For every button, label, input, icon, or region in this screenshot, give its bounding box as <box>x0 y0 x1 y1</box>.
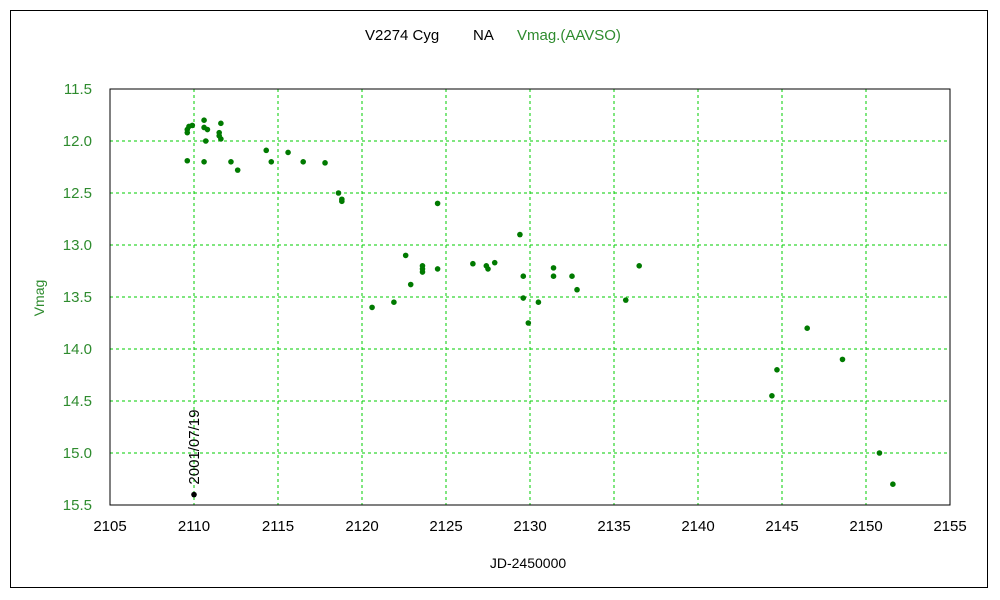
date-annotation: 2001/07/19 <box>186 410 203 485</box>
vmag-point <box>402 252 409 259</box>
vmag-point <box>569 273 575 280</box>
x-tick-label: 2130 <box>513 518 546 535</box>
vmag-point <box>774 367 780 373</box>
vmag-point <box>263 147 270 154</box>
vmag-point <box>622 297 629 303</box>
x-tick-label: 2150 <box>849 518 882 535</box>
marker-point <box>191 491 197 498</box>
vmag-point <box>574 286 580 293</box>
x-tick-label: 2120 <box>345 518 378 535</box>
vmag-point <box>369 304 375 311</box>
plot-area <box>109 88 951 506</box>
vmag-point <box>407 281 414 288</box>
vmag-point <box>234 167 241 173</box>
vmag-point <box>520 273 527 280</box>
vmag-point <box>434 200 441 207</box>
vmag-point <box>517 231 523 238</box>
vmag-point <box>434 266 441 272</box>
vmag-point <box>470 260 476 267</box>
y-tick-label: 13.0 <box>63 237 92 254</box>
vmag-point <box>769 393 775 399</box>
x-tick-label: 2145 <box>765 518 798 535</box>
vmag-point <box>202 138 209 144</box>
vmag-point <box>268 159 275 165</box>
y-tick-label: 12.5 <box>63 185 92 202</box>
vmag-point <box>419 269 426 275</box>
vmag-point <box>218 136 224 142</box>
vmag-point <box>300 159 307 165</box>
vmag-point <box>550 265 557 271</box>
chart-frame <box>10 10 988 588</box>
x-axis-ticks: 2105 2110 2115 2120 2125 2130 2135 2140 2145 2150… <box>93 518 966 535</box>
y-axis-label: Vmag <box>31 280 47 317</box>
vmag-point <box>218 120 224 127</box>
x-tick-label: 2140 <box>681 518 714 535</box>
vmag-point <box>285 149 291 156</box>
vmag-point <box>525 320 532 326</box>
y-tick-label: 12.0 <box>63 133 92 150</box>
vmag-point <box>804 325 810 332</box>
annotations: 2001/07/19 <box>186 410 203 485</box>
vmag-point <box>535 299 542 306</box>
x-axis-label: JD-2450000 <box>490 555 566 571</box>
vmag-point <box>201 117 207 123</box>
vmag-point <box>876 450 883 456</box>
grid <box>110 89 950 505</box>
y-tick-label: 15.0 <box>63 445 92 462</box>
x-tick-label: 2115 <box>262 518 294 535</box>
vmag-point <box>485 266 491 272</box>
vmag-point <box>201 159 207 165</box>
chart-title-star: V2274 Cyg <box>365 27 439 44</box>
vmag-point <box>339 198 345 205</box>
y-tick-label: 14.5 <box>63 393 92 410</box>
chart-title-series: Vmag.(AAVSO) <box>517 27 621 44</box>
vmag-point <box>491 259 498 266</box>
x-tick-label: 2105 <box>93 518 126 535</box>
x-tick-label: 2110 <box>178 518 210 535</box>
y-tick-label: 11.5 <box>64 81 92 98</box>
y-tick-label: 15.5 <box>63 497 92 514</box>
vmag-point <box>890 481 896 488</box>
vmag-point <box>189 122 196 129</box>
vmag-point <box>204 126 211 133</box>
vmag-point <box>322 160 328 166</box>
y-tick-label: 14.0 <box>63 341 92 358</box>
vmag-point <box>550 273 557 280</box>
vmag-point <box>184 157 191 164</box>
x-tick-label: 2125 <box>429 518 462 535</box>
y-tick-label: 13.5 <box>63 289 92 306</box>
vmag-point <box>520 295 527 301</box>
data-points <box>184 117 896 498</box>
vmag-point <box>636 263 642 269</box>
vmag-point <box>391 299 397 306</box>
vmag-point <box>335 190 342 196</box>
x-tick-label: 2155 <box>933 518 966 535</box>
y-axis-ticks: 11.5 12.0 12.5 13.0 13.5 14.0 14.5 15.0 15.5 <box>63 81 92 514</box>
x-tick-label: 2135 <box>597 518 630 535</box>
vmag-point <box>228 159 234 165</box>
chart-title-band: NA <box>473 27 494 44</box>
vmag-point <box>839 356 846 363</box>
